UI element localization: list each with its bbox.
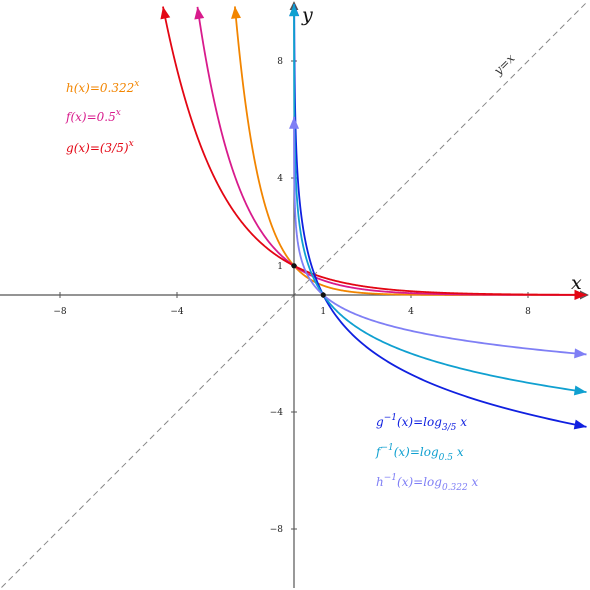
legend-tail: x xyxy=(453,445,464,459)
x-tick-label: 1 xyxy=(320,307,326,317)
legend-superscript: −1 xyxy=(384,413,397,423)
legend-fn-name: g xyxy=(376,415,384,429)
arrow-right-ginv xyxy=(573,419,587,430)
legend-label-g: g(x)=(3/5)x xyxy=(66,139,134,155)
legend-superscript: x xyxy=(129,139,134,149)
y-tick-label: 1 xyxy=(277,262,283,272)
ticks-layer: −8 −4 1 4 8 −8 −4 1 4 8 xyxy=(53,57,531,535)
arrow-right-g xyxy=(574,289,587,300)
points-layer xyxy=(291,263,326,298)
curves-layer xyxy=(160,4,587,430)
legend-fn-name: h xyxy=(66,81,74,95)
legend-fn-name: g xyxy=(66,141,74,155)
arrow-top-g xyxy=(160,6,171,20)
legend-subscript: 0.5 xyxy=(439,453,454,463)
y-tick-label: 4 xyxy=(277,174,283,184)
legend-superscript: x xyxy=(116,108,121,118)
arrow-top-f xyxy=(194,6,205,20)
legend-label-h: h(x)=0.322x xyxy=(66,79,139,95)
legend-label-hinv: h−1(x)=log0.322 x xyxy=(376,473,479,493)
legend-argument: (x)=log xyxy=(397,475,442,489)
y-tick-label: −4 xyxy=(270,408,284,418)
legend-fn-name: f xyxy=(65,110,73,124)
legend-label-ginv: g−1(x)=log3/5 x xyxy=(376,413,467,433)
x-axis-label: x xyxy=(571,272,582,294)
x-tick-label: −4 xyxy=(170,307,184,317)
x-tick-label: 4 xyxy=(408,307,414,317)
legend-argument: (x)=0.5 xyxy=(70,110,115,124)
y-tick-label: 8 xyxy=(277,57,283,67)
x-tick-label: 8 xyxy=(525,307,531,317)
y-axis-label: y xyxy=(301,4,313,26)
legend-tail: x xyxy=(456,415,467,429)
legend-argument: (x)=(3/5) xyxy=(74,141,129,155)
legend-label-finv: f−1(x)=log0.5 x xyxy=(375,443,464,463)
y-tick-label: −8 xyxy=(270,525,284,535)
marked-point xyxy=(291,263,297,269)
curve-g xyxy=(162,6,587,296)
arrow-top-h xyxy=(231,6,241,19)
curve-f xyxy=(196,6,587,296)
legend-fn-name: f xyxy=(375,445,383,459)
legend-argument: (x)=log xyxy=(394,445,439,459)
arrow-right-finv xyxy=(573,385,587,396)
legend-superscript: x xyxy=(134,79,139,89)
legend-label-f: f(x)=0.5x xyxy=(65,108,121,124)
curve-hinv xyxy=(293,116,587,356)
marked-point xyxy=(320,292,326,298)
identity-line-label: y=x xyxy=(490,51,517,78)
legend-fn-name: h xyxy=(376,475,384,489)
curve-finv xyxy=(293,4,587,394)
legend-argument: (x)=0.322 xyxy=(74,81,135,95)
arrow-right-hinv xyxy=(574,348,587,359)
legend-subscript: 0.322 xyxy=(442,483,468,493)
labels-layer: h(x)=0.322xf(x)=0.5xg(x)=(3/5)xg−1(x)=lo… xyxy=(65,79,479,493)
legend-superscript: −1 xyxy=(384,473,397,483)
curve-h xyxy=(234,6,587,296)
legend-argument: (x)=log xyxy=(397,415,442,429)
x-tick-label: −8 xyxy=(53,307,67,317)
legend-superscript: −1 xyxy=(380,443,393,453)
legend-subscript: 3/5 xyxy=(442,423,457,433)
legend-tail: x xyxy=(468,475,479,489)
arrow-top-finv xyxy=(289,4,300,17)
arrow-top-hinv xyxy=(289,116,300,129)
